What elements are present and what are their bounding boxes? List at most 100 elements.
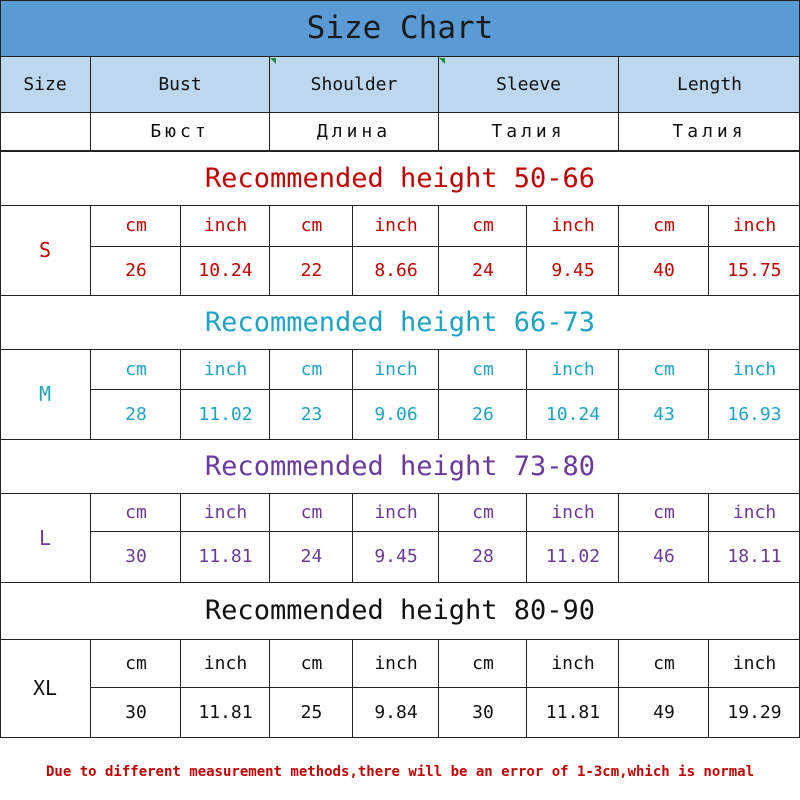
unit-label: cm [472, 501, 494, 523]
measurement-value: 30 [472, 701, 494, 723]
measurement-value: 9.84 [374, 701, 418, 723]
measurement-value: 9.45 [374, 546, 418, 567]
grid-line [269, 493, 270, 582]
measurement-value: 18.11 [727, 546, 782, 567]
unit-label: cm [125, 358, 147, 380]
grid-line [0, 112, 800, 113]
grid-line [90, 246, 800, 247]
grid-line [0, 349, 800, 350]
measurement-value: 11.81 [545, 701, 601, 723]
grid-line [708, 493, 709, 582]
unit-label: cm [300, 358, 323, 380]
size-label: XL [32, 676, 58, 700]
grid-line [90, 389, 800, 390]
measurement-value: 16.93 [727, 403, 782, 425]
unit-label: inch [203, 358, 248, 380]
unit-label: inch [203, 215, 248, 236]
unit-label: inch [374, 215, 418, 236]
size-label: L [38, 525, 52, 550]
grid-line [352, 493, 353, 582]
grid-line [0, 439, 800, 440]
grid-line [90, 349, 91, 439]
grid-line [618, 349, 619, 439]
recommended-height: Recommended height 80-90 [204, 595, 596, 626]
russian-length: Талия [672, 121, 747, 142]
grid-line [90, 639, 91, 737]
grid-line [526, 349, 527, 439]
grid-line [90, 531, 800, 532]
unit-label: inch [551, 215, 595, 236]
measurement-value: 9.06 [374, 403, 418, 425]
grid-line [180, 205, 181, 295]
grid-line [0, 0, 1, 737]
measurement-value: 9.45 [551, 260, 595, 281]
grid-line [0, 150, 800, 151]
unit-label: cm [472, 215, 494, 236]
russian-sleeve: Талия [491, 121, 566, 142]
grid-line [438, 639, 439, 737]
unit-label: cm [125, 652, 147, 674]
recommended-height: Recommended height 66-73 [204, 306, 596, 338]
measurement-value: 8.66 [374, 260, 418, 281]
grid-line [0, 493, 800, 494]
measurement-value: 11.02 [198, 403, 253, 425]
header-length: Length [676, 74, 743, 95]
unit-label: inch [374, 358, 418, 380]
measurement-value: 26 [472, 403, 494, 425]
unit-label: inch [732, 652, 777, 674]
grid-line [180, 349, 181, 439]
grid-line [526, 205, 527, 295]
header-sleeve: Sleeve [495, 74, 562, 95]
measurement-note: Due to different measurement methods,the… [45, 764, 754, 780]
grid-line [618, 639, 619, 737]
measurement-value: 46 [653, 546, 675, 567]
measurement-value: 28 [125, 403, 147, 425]
unit-label: inch [374, 501, 418, 523]
grid-line [180, 493, 181, 582]
measurement-value: 10.24 [545, 403, 601, 425]
grid-line [618, 56, 619, 150]
measurement-value: 24 [300, 546, 323, 567]
grid-line [438, 56, 439, 150]
russian-shoulder: Длина [316, 121, 392, 142]
recommended-height: Recommended height 73-80 [204, 450, 596, 482]
grid-line [438, 349, 439, 439]
grid-line [708, 349, 709, 439]
grid-line [90, 687, 800, 688]
title-bar [0, 0, 800, 56]
grid-line [352, 349, 353, 439]
measurement-value: 43 [653, 403, 675, 425]
measurement-value: 23 [300, 403, 323, 425]
measurement-value: 22 [300, 260, 323, 281]
unit-label: cm [472, 358, 494, 380]
measurement-value: 30 [125, 546, 147, 567]
unit-label: cm [300, 501, 323, 523]
measurement-value: 10.24 [198, 260, 253, 281]
grid-line [0, 737, 800, 738]
size-label: S [38, 238, 52, 262]
unit-label: cm [300, 215, 323, 236]
grid-line [352, 205, 353, 295]
grid-line [0, 582, 800, 583]
size-label: M [38, 382, 52, 406]
grid-line [708, 639, 709, 737]
unit-label: cm [653, 215, 675, 236]
header-size: Size [23, 74, 67, 95]
russian-bust: Бюст [150, 121, 210, 142]
grid-line [269, 349, 270, 439]
unit-label: inch [551, 358, 595, 380]
measurement-value: 40 [653, 260, 675, 281]
unit-label: inch [551, 652, 595, 674]
grid-line [269, 205, 270, 295]
grid-line [526, 639, 527, 737]
unit-label: inch [374, 652, 418, 674]
unit-label: cm [125, 215, 147, 236]
grid-line [90, 205, 91, 295]
grid-line [438, 493, 439, 582]
grid-line [0, 295, 800, 296]
grid-line [352, 639, 353, 737]
measurement-value: 24 [472, 260, 494, 281]
unit-label: cm [653, 501, 675, 523]
grid-line [618, 205, 619, 295]
grid-line [618, 493, 619, 582]
